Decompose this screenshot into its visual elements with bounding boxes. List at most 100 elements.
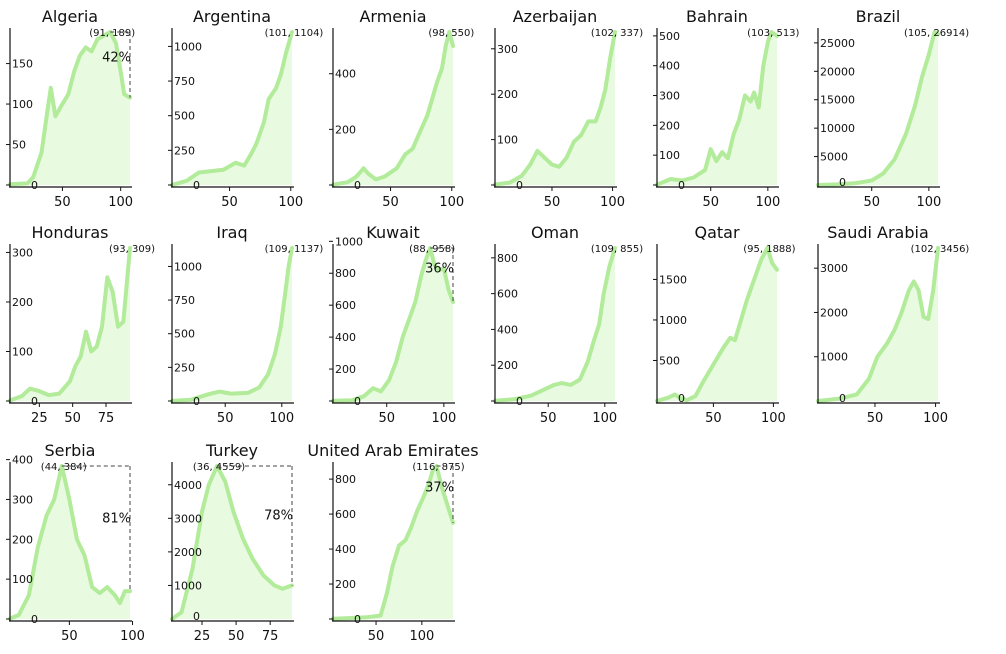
drop-percent-label: 81%: [102, 511, 131, 526]
x-tick-label: 50: [217, 411, 234, 426]
area-fill: [657, 248, 777, 401]
series-line: [493, 30, 617, 187]
panel-title: Bahrain: [686, 7, 748, 26]
peak-label: (95, 1888): [743, 244, 795, 255]
series-line: [816, 246, 940, 403]
series-line: [170, 246, 294, 403]
panel-azerbaijan: Azerbaijan 0 100 200 300 50 100 (102, 337): [491, 7, 643, 210]
y-tick-label: 750: [174, 294, 195, 307]
series-line: [170, 464, 294, 621]
peak-label: (44, 384): [41, 462, 87, 473]
y-tick-label: 3000: [820, 262, 848, 275]
peak-label: (93, 309): [109, 244, 155, 255]
area-fill: [495, 248, 615, 401]
panel-title: Saudi Arabia: [827, 223, 929, 242]
peak-label: (109, 855): [591, 244, 643, 255]
y-tick-label: 400: [335, 331, 356, 344]
y-tick-label: 300: [659, 90, 680, 103]
x-tick-label: 100: [120, 629, 145, 644]
peak-label: (102, 337): [591, 28, 643, 39]
x-tick-label: 50: [61, 629, 78, 644]
x-tick-label: 100: [755, 195, 780, 210]
area-fill: [657, 32, 777, 185]
peak-label: (102, 3456): [911, 244, 970, 255]
panel-title: Serbia: [45, 441, 96, 460]
y-tick-label: 0: [354, 613, 361, 626]
y-tick-label: 200: [659, 119, 680, 132]
panel-title: Brazil: [856, 7, 901, 26]
panel-saudi-arabia: Saudi Arabia 1000 2000 3000 0 50 100 (102, 3456…: [814, 223, 969, 426]
y-tick-label: 100: [497, 134, 518, 147]
peak-label: (98, 550): [428, 28, 474, 39]
x-tick-label: 50: [54, 195, 71, 210]
x-tick-label: 100: [431, 411, 456, 426]
area-fill: [172, 248, 292, 401]
x-tick-label: 100: [600, 195, 625, 210]
area-fill: [333, 32, 453, 185]
y-tick-label: 200: [12, 296, 33, 309]
x-tick-label: 100: [923, 411, 948, 426]
y-tick-label: 0: [193, 610, 200, 623]
y-tick-label: 200: [497, 88, 518, 101]
panel-serbia: Serbia 0 100 200 300 400 50 100 (44, 384) 81%: [6, 441, 145, 644]
panel-title: Kuwait: [366, 223, 419, 242]
area-fill: [333, 248, 453, 401]
panel-title: Oman: [531, 223, 579, 242]
y-tick-label: 200: [335, 363, 356, 376]
panel-title: Turkey: [205, 441, 258, 460]
x-tick-label: 25: [31, 411, 48, 426]
y-tick-label: 0: [354, 179, 361, 192]
peak-label: (103, 513): [747, 28, 799, 39]
y-tick-label: 2000: [820, 306, 848, 319]
x-tick-label: 50: [378, 411, 395, 426]
y-tick-label: 600: [335, 299, 356, 312]
y-tick-label: 1000: [659, 314, 687, 327]
x-tick-label: 50: [705, 411, 722, 426]
panel-brazil: Brazil 5000 10000 15000 20000 25000 0 50 100 (105…: [814, 7, 969, 210]
area-fill: [495, 32, 615, 185]
y-tick-label: 1000: [174, 260, 202, 273]
panel-oman: Oman 0 200 400 600 800 50 100 (109, 855): [491, 223, 643, 426]
panel-title: Argentina: [193, 7, 271, 26]
area-fill: [818, 32, 938, 185]
panel-title: Azerbaijan: [513, 7, 598, 26]
y-tick-label: 800: [497, 252, 518, 265]
y-tick-label: 0: [31, 395, 38, 408]
x-tick-label: 50: [368, 629, 385, 644]
panel-turkey: Turkey 1000 2000 3000 4000 0 25 50 75 (36, 4559) 7…: [168, 441, 294, 644]
y-tick-label: 3000: [174, 512, 202, 525]
y-tick-label: 200: [335, 578, 356, 591]
y-tick-label: 500: [659, 354, 680, 367]
area-fill: [10, 32, 130, 185]
panel-title: Armenia: [359, 7, 426, 26]
y-tick-label: 250: [174, 361, 195, 374]
y-tick-label: 20000: [820, 65, 855, 78]
y-tick-label: 100: [659, 149, 680, 162]
panel-iraq: Iraq 0 250 500 750 1000 50 100 (109, 1137): [168, 223, 323, 426]
panel-algeria: Algeria 0 50 100 150 50 100 (91, 189) 42%: [6, 7, 135, 210]
y-tick-label: 10000: [820, 122, 855, 135]
series-line: [8, 464, 132, 621]
peak-label: (116, 875): [412, 462, 464, 473]
y-tick-label: 0: [678, 179, 685, 192]
panel-title: Qatar: [694, 223, 739, 242]
peak-label: (109, 1137): [265, 244, 324, 255]
y-tick-label: 200: [12, 533, 33, 546]
x-tick-label: 50: [228, 629, 245, 644]
y-tick-label: 0: [31, 179, 38, 192]
y-tick-label: 0: [193, 395, 200, 408]
x-tick-label: 50: [221, 195, 238, 210]
x-tick-label: 100: [916, 195, 941, 210]
panel-title: Honduras: [32, 223, 109, 242]
y-tick-label: 300: [12, 246, 33, 259]
y-tick-label: 800: [335, 473, 356, 486]
y-tick-label: 1000: [335, 235, 363, 248]
y-tick-label: 0: [354, 395, 361, 408]
y-tick-label: 0: [678, 392, 685, 405]
y-tick-label: 300: [497, 43, 518, 56]
series-line: [8, 246, 132, 403]
series-line: [331, 464, 455, 621]
y-tick-label: 600: [497, 288, 518, 301]
x-tick-label: 100: [761, 411, 786, 426]
y-tick-label: 400: [659, 60, 680, 73]
